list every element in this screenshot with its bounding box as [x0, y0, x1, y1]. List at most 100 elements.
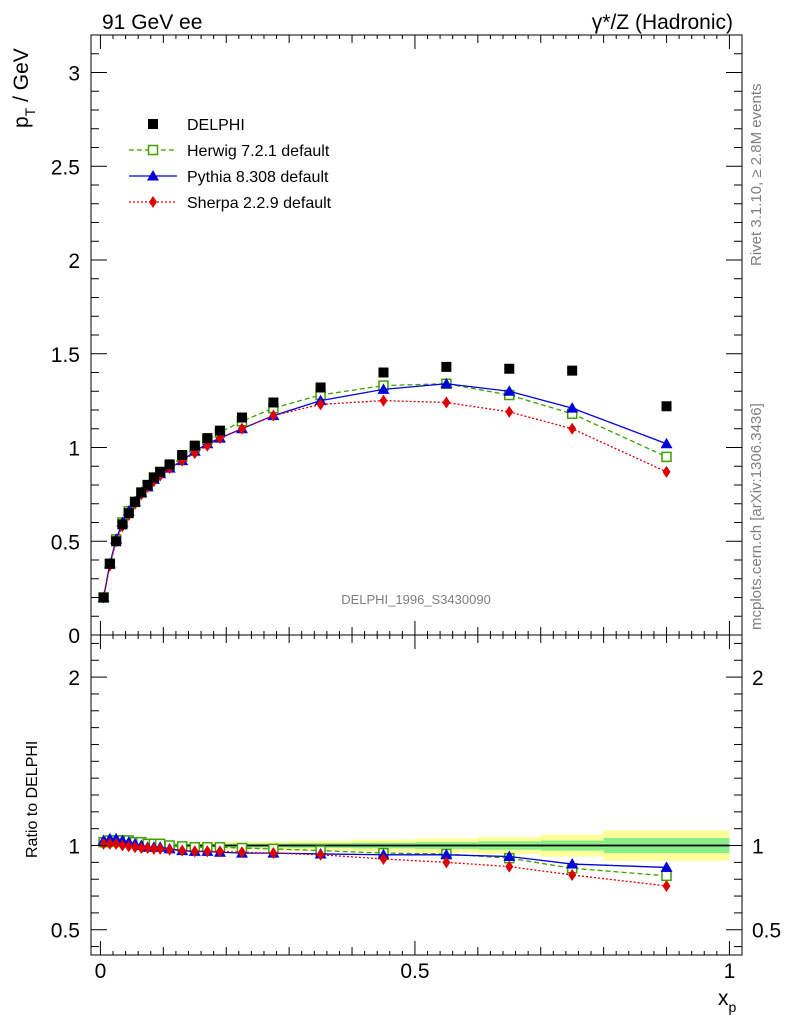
data-point [164, 459, 175, 470]
data-point [316, 398, 325, 411]
main-y-tick-label: 0.5 [51, 531, 80, 554]
legend-label: Sherpa 2.2.9 default [187, 195, 332, 212]
data-point [568, 422, 577, 435]
ratio-y-tick-label: 0.5 [51, 920, 80, 943]
data-point [568, 869, 577, 881]
data-point [203, 845, 212, 858]
data-point [269, 847, 278, 860]
data-point [661, 401, 672, 412]
data-point [505, 860, 514, 873]
main-y-tick-label: 0 [68, 625, 80, 648]
data-point [117, 519, 128, 530]
data-point [567, 365, 578, 376]
legend-label: Pythia 8.308 default [187, 169, 329, 186]
data-point [440, 848, 453, 860]
data-point [268, 397, 279, 408]
analysis-watermark: DELPHI_1996_S3430090 [341, 592, 491, 607]
data-point [503, 385, 516, 396]
data-point [149, 842, 158, 855]
data-point [566, 402, 579, 413]
data-point [662, 465, 671, 478]
data-point [503, 850, 516, 861]
data-point [98, 592, 109, 603]
ratio-y-tick-label-right: 1 [752, 836, 764, 859]
main-y-tick-label: 1.5 [51, 344, 80, 367]
data-point [190, 845, 199, 858]
data-point [269, 409, 278, 422]
data-point [105, 837, 114, 850]
main-y-tick-label: 1 [68, 438, 80, 461]
data-point [661, 870, 672, 882]
data-point [202, 433, 213, 444]
data-point [165, 843, 174, 856]
svg-text:xp: xp [718, 987, 737, 1015]
data-point [130, 496, 141, 507]
data-point [566, 858, 579, 869]
data-point [148, 472, 159, 483]
data-point [660, 437, 673, 449]
data-point [143, 842, 152, 855]
process-label: γ*/Z (Hadronic) [592, 11, 733, 34]
main-y-tick-label: 2 [68, 250, 80, 273]
data-point [124, 840, 133, 853]
data-point [236, 412, 247, 423]
data-point [123, 508, 134, 519]
x-tick-label: 0.5 [400, 960, 429, 983]
data-point [505, 405, 514, 418]
data-point [215, 845, 224, 858]
data-point [147, 170, 159, 181]
ratio-y-tick-label: 2 [68, 667, 80, 690]
data-point [177, 450, 188, 460]
rivet-label: Rivet 3.1.10, ≥ 2.8M events [748, 84, 765, 267]
data-point [379, 853, 388, 865]
data-point [661, 451, 672, 463]
data-point [441, 361, 452, 372]
x-axis-label: xp [718, 987, 737, 1015]
data-point [237, 422, 246, 435]
data-point [504, 363, 515, 374]
data-point [189, 440, 200, 451]
series-line [103, 843, 667, 887]
ratio-y-tick-label: 1 [68, 836, 80, 859]
ratio-y-tick-label-right: 2 [752, 667, 764, 690]
energy-label: 91 GeV ee [102, 11, 202, 34]
data-point [315, 382, 326, 393]
legend-label: DELPHI [187, 117, 245, 134]
x-tick-label: 1 [724, 960, 736, 983]
data-point [118, 839, 127, 852]
data-point [155, 466, 166, 477]
main-y-tick-label: 3 [68, 63, 80, 86]
ratio-y-axis-label: Ratio to DELPHI [24, 741, 41, 858]
data-point [112, 837, 121, 850]
legend-label: Herwig 7.2.1 default [187, 143, 330, 160]
data-point [142, 480, 153, 490]
mcplots-label: mcplots.cern.ch [arXiv:1306.3436] [748, 403, 765, 630]
data-point [111, 536, 122, 547]
x-tick-label: 0 [95, 960, 107, 983]
data-point [237, 846, 246, 859]
data-point [662, 879, 671, 892]
data-point [440, 377, 453, 389]
data-point [149, 196, 157, 208]
data-point [136, 487, 147, 498]
data-point [214, 425, 225, 436]
data-point [178, 844, 187, 857]
data-point [442, 396, 451, 409]
data-point [442, 856, 451, 869]
data-point [379, 394, 388, 407]
data-point [156, 842, 165, 855]
data-point [378, 367, 389, 378]
data-point [147, 144, 159, 156]
series-line [102, 383, 667, 598]
data-point [131, 841, 140, 854]
ratio-y-tick-label-right: 0.5 [752, 920, 781, 943]
main-y-axis-label: pT / GeV [10, 48, 38, 128]
data-point [660, 861, 673, 872]
svg-text:pT / GeV: pT / GeV [10, 48, 38, 128]
data-point [316, 848, 325, 861]
data-point [104, 558, 115, 569]
data-point [377, 383, 390, 394]
data-point [99, 837, 108, 850]
data-point [148, 119, 158, 129]
